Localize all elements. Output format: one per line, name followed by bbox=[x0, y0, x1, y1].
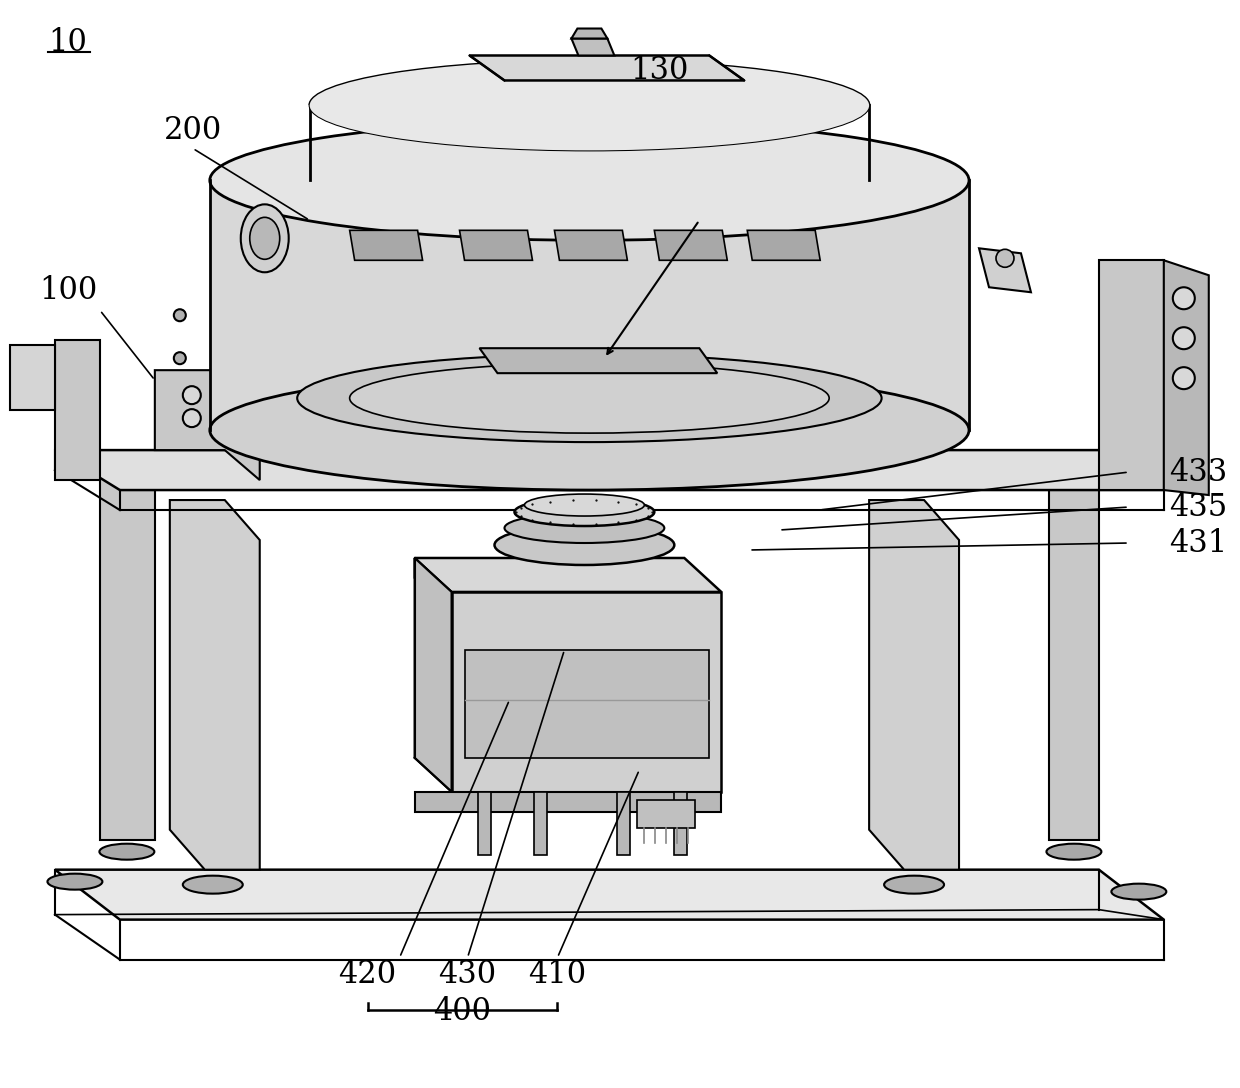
Polygon shape bbox=[210, 181, 968, 430]
Polygon shape bbox=[460, 231, 532, 260]
Polygon shape bbox=[618, 792, 630, 855]
Polygon shape bbox=[534, 792, 547, 855]
Ellipse shape bbox=[1111, 883, 1167, 900]
Polygon shape bbox=[572, 28, 608, 38]
Polygon shape bbox=[477, 792, 491, 855]
Polygon shape bbox=[980, 248, 1030, 293]
Polygon shape bbox=[155, 370, 259, 480]
Ellipse shape bbox=[174, 353, 186, 364]
Polygon shape bbox=[675, 792, 687, 855]
Ellipse shape bbox=[495, 526, 675, 565]
Polygon shape bbox=[480, 348, 717, 373]
Polygon shape bbox=[567, 528, 603, 553]
Ellipse shape bbox=[525, 494, 645, 516]
Ellipse shape bbox=[47, 874, 103, 890]
Ellipse shape bbox=[310, 61, 869, 150]
Ellipse shape bbox=[1173, 287, 1195, 309]
Ellipse shape bbox=[249, 218, 280, 259]
Text: 10: 10 bbox=[48, 27, 87, 58]
Ellipse shape bbox=[1173, 367, 1195, 390]
Polygon shape bbox=[414, 558, 451, 792]
Polygon shape bbox=[869, 500, 959, 869]
Ellipse shape bbox=[210, 370, 968, 490]
Ellipse shape bbox=[99, 843, 154, 860]
Polygon shape bbox=[637, 800, 696, 828]
Polygon shape bbox=[572, 38, 614, 55]
Ellipse shape bbox=[567, 547, 603, 559]
Ellipse shape bbox=[350, 363, 830, 433]
Ellipse shape bbox=[996, 249, 1014, 268]
Polygon shape bbox=[414, 792, 722, 812]
Text: 100: 100 bbox=[38, 275, 97, 306]
Polygon shape bbox=[655, 231, 728, 260]
Ellipse shape bbox=[515, 498, 655, 526]
Text: 130: 130 bbox=[630, 55, 688, 86]
Ellipse shape bbox=[884, 876, 944, 893]
Text: 435: 435 bbox=[1169, 492, 1228, 522]
Text: 420: 420 bbox=[339, 959, 397, 990]
Polygon shape bbox=[1164, 260, 1209, 495]
Polygon shape bbox=[748, 231, 820, 260]
Text: 431: 431 bbox=[1169, 528, 1228, 558]
Text: 400: 400 bbox=[434, 996, 491, 1027]
Text: 430: 430 bbox=[439, 959, 496, 990]
Text: 433: 433 bbox=[1169, 457, 1228, 487]
Polygon shape bbox=[465, 650, 709, 757]
Ellipse shape bbox=[505, 514, 665, 543]
Polygon shape bbox=[414, 558, 451, 611]
Ellipse shape bbox=[182, 386, 201, 404]
Polygon shape bbox=[170, 500, 259, 869]
Ellipse shape bbox=[241, 205, 289, 272]
Ellipse shape bbox=[298, 355, 882, 442]
Polygon shape bbox=[55, 341, 100, 480]
Polygon shape bbox=[414, 558, 722, 592]
Text: 410: 410 bbox=[528, 959, 587, 990]
Ellipse shape bbox=[1047, 843, 1101, 860]
Polygon shape bbox=[1099, 260, 1164, 490]
Polygon shape bbox=[554, 231, 627, 260]
Ellipse shape bbox=[182, 876, 243, 893]
Ellipse shape bbox=[210, 121, 968, 240]
Ellipse shape bbox=[174, 309, 186, 321]
Ellipse shape bbox=[1173, 327, 1195, 349]
Polygon shape bbox=[10, 345, 55, 410]
Ellipse shape bbox=[182, 409, 201, 428]
Polygon shape bbox=[350, 231, 423, 260]
Polygon shape bbox=[55, 450, 1164, 490]
Polygon shape bbox=[470, 55, 744, 81]
Polygon shape bbox=[100, 460, 155, 840]
Polygon shape bbox=[55, 869, 1164, 919]
Text: 200: 200 bbox=[164, 115, 222, 146]
Polygon shape bbox=[1049, 460, 1099, 840]
Polygon shape bbox=[451, 592, 722, 792]
